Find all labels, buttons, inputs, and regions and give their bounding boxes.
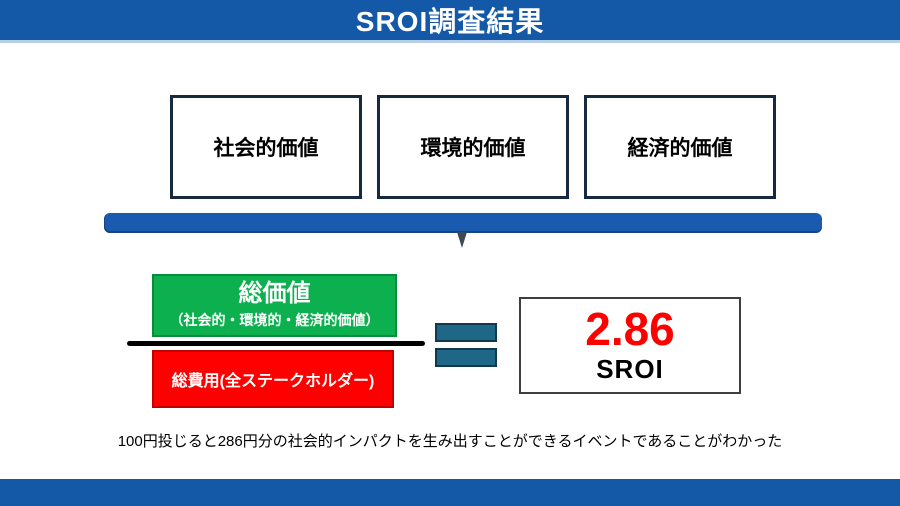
sroi-result-box: 2.86 SROI xyxy=(519,297,741,394)
bottom-bar xyxy=(0,479,900,506)
total-cost-box: 総費用(全ステークホルダー) xyxy=(152,350,394,408)
total-cost-label: 総費用(全ステークホルダー) xyxy=(171,373,375,390)
page-title: SROI調査結果 xyxy=(355,6,545,37)
caption-text: 100円投じると286円分の社会的インパクトを生み出すことができるイベントである… xyxy=(117,433,783,450)
fraction-line xyxy=(127,341,425,346)
value-box-economic: 経済的価値 xyxy=(584,95,776,199)
equals-sign-top-bar xyxy=(435,323,497,342)
value-box-economic-label: 経済的価値 xyxy=(627,137,733,160)
value-box-social: 社会的価値 xyxy=(170,95,362,199)
total-value-subtitle: （社会的・環境的・経済的価値） xyxy=(169,311,380,328)
total-value-title: 総価値 xyxy=(238,280,311,308)
value-box-environmental: 環境的価値 xyxy=(377,95,569,199)
equals-sign-bottom-bar xyxy=(435,348,497,367)
title-banner: SROI調査結果 xyxy=(0,0,900,43)
brace-pointer xyxy=(457,232,467,248)
value-box-social-label: 社会的価値 xyxy=(213,137,319,160)
total-value-box: 総価値 （社会的・環境的・経済的価値） xyxy=(152,274,397,337)
brace-bar xyxy=(104,213,822,233)
value-box-environmental-label: 環境的価値 xyxy=(420,137,526,160)
sroi-result-value: 2.86 xyxy=(585,303,675,355)
sroi-result-label: SROI xyxy=(596,354,664,384)
